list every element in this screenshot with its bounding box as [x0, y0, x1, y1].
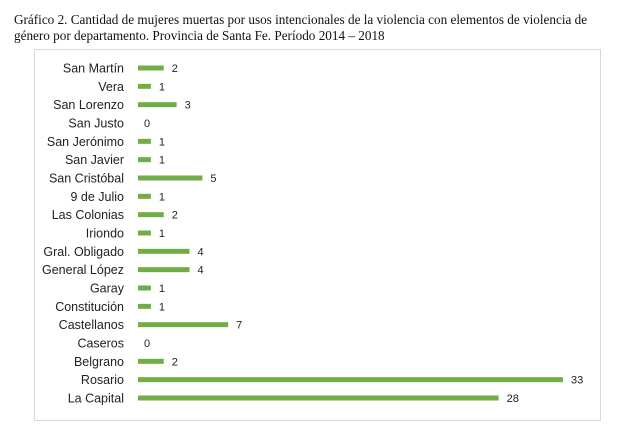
value-label: 1 — [159, 136, 165, 148]
bar — [138, 65, 164, 71]
bar — [138, 322, 229, 328]
value-label: 1 — [159, 301, 165, 313]
value-label: 0 — [144, 118, 150, 130]
chart-frame — [34, 49, 601, 421]
bar — [138, 230, 151, 236]
value-label: 2 — [172, 63, 178, 75]
category-label: Garay — [90, 282, 125, 296]
value-label: 1 — [159, 81, 165, 93]
bar — [138, 395, 499, 401]
category-label: San Javier — [65, 153, 124, 167]
value-label: 0 — [144, 338, 150, 350]
value-label: 1 — [159, 191, 165, 203]
category-label: San Jerónimo — [47, 135, 124, 149]
value-label: 7 — [236, 320, 242, 332]
category-labels: San Martín Vera San Lorenzo San Justo San Je… — [42, 62, 125, 406]
category-label: General López — [42, 263, 124, 277]
category-label: La Capital — [68, 392, 124, 406]
category-label: Vera — [98, 80, 124, 94]
bar — [138, 193, 151, 199]
value-label: 5 — [210, 173, 216, 185]
bar — [138, 138, 151, 144]
value-label: 33 — [571, 375, 583, 387]
category-label: Gral. Obligado — [43, 245, 124, 259]
bar — [138, 175, 203, 181]
bar — [138, 212, 164, 218]
category-label: 9 de Julio — [70, 190, 124, 204]
category-label: San Justo — [68, 117, 124, 131]
bar — [138, 358, 164, 364]
value-label: 2 — [172, 210, 178, 222]
category-label: Caseros — [77, 337, 124, 351]
bar — [138, 267, 190, 273]
bar — [138, 102, 177, 108]
category-label: Las Colonias — [52, 208, 124, 222]
chart-caption: Gráfico 2. Cantidad de mujeres muertas p… — [14, 12, 588, 43]
value-label: 1 — [159, 283, 165, 295]
bar — [138, 157, 151, 163]
category-label: Iriondo — [86, 227, 124, 241]
value-label: 3 — [185, 100, 191, 112]
bar — [138, 83, 151, 89]
value-label: 4 — [198, 265, 204, 277]
category-label: Castellanos — [59, 318, 124, 332]
category-label: San Cristóbal — [49, 172, 124, 186]
bars — [138, 65, 563, 401]
bar — [138, 377, 563, 383]
value-label: 1 — [159, 228, 165, 240]
category-label: Rosario — [81, 373, 124, 387]
category-label: San Martín — [63, 62, 124, 76]
category-label: San Lorenzo — [53, 98, 124, 112]
bar — [138, 285, 151, 291]
category-label: Belgrano — [74, 355, 124, 369]
value-label: 4 — [198, 246, 204, 258]
category-label: Constitución — [55, 300, 124, 314]
value-label: 28 — [507, 393, 519, 405]
value-label: 1 — [159, 155, 165, 167]
bar — [138, 248, 190, 254]
value-label: 2 — [172, 356, 178, 368]
bar — [138, 303, 151, 309]
